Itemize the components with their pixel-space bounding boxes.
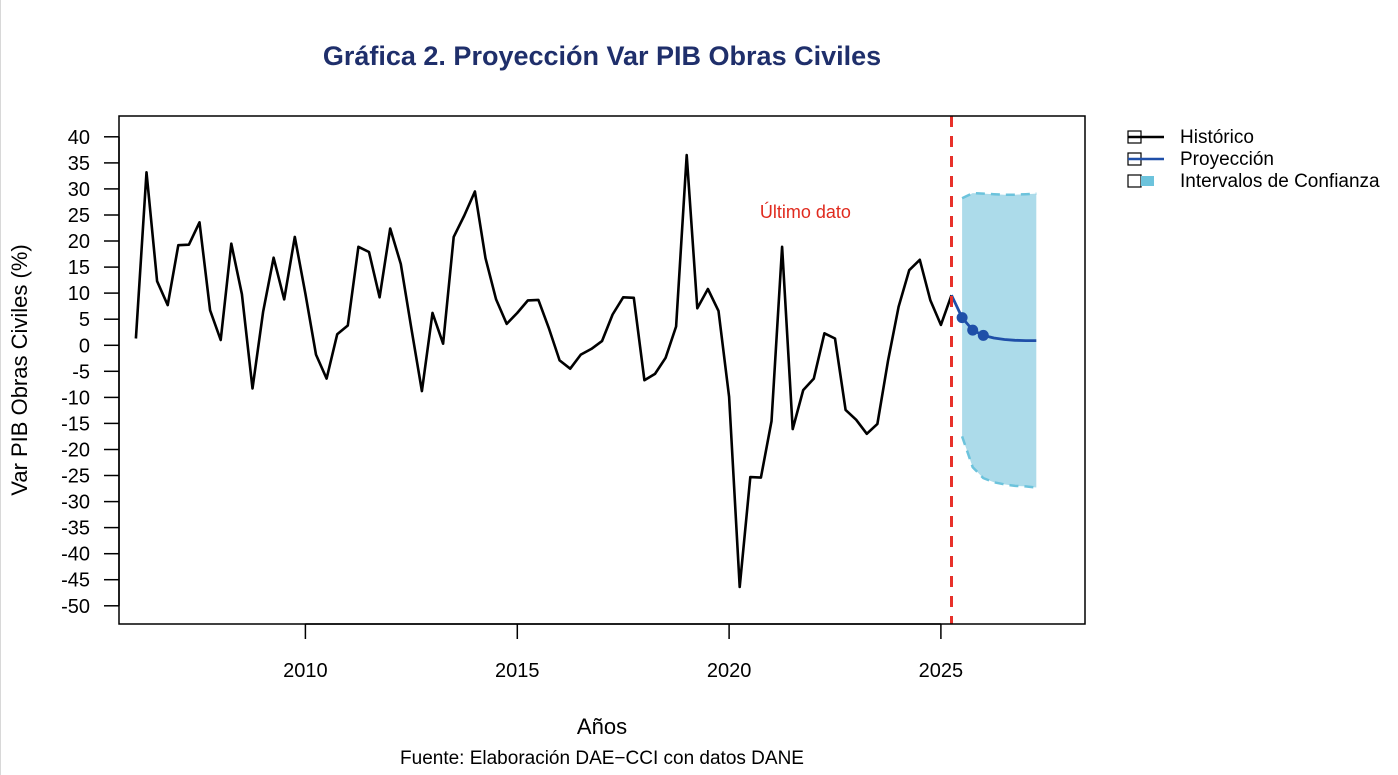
y-tick-label: -5	[72, 361, 90, 383]
x-axis-label: Años	[577, 714, 627, 739]
source-caption: Fuente: Elaboración DAE−CCI con datos DA…	[400, 748, 804, 769]
legend-entry-historic: Histórico	[1127, 127, 1254, 148]
legend-entry-confidence: Intervalos de Confianza	[1127, 171, 1380, 192]
last-data-annotation: Último dato	[760, 201, 851, 222]
confidence-lower-bound	[960, 435, 1037, 489]
confidence-upper-bound	[961, 191, 1037, 200]
y-tick-label: 25	[68, 205, 90, 227]
legend-label-historic: Histórico	[1180, 127, 1254, 148]
confidence-band-layer	[960, 191, 1037, 489]
projection-series-layer	[950, 294, 1037, 343]
y-tick-label: -15	[61, 413, 90, 435]
confidence-band	[962, 193, 1037, 488]
y-tick-label: -40	[61, 544, 90, 566]
legend-entry-projection: Proyección	[1127, 149, 1274, 170]
y-tick-label: 30	[68, 179, 90, 201]
y-axis-label: Var PIB Obras Civiles (%)	[7, 244, 32, 495]
window-edge	[0, 0, 1, 775]
y-tick-label: -25	[61, 466, 90, 488]
chart-title: Gráfica 2. Proyección Var PIB Obras Civi…	[323, 41, 881, 71]
historic-series-layer	[134, 153, 953, 589]
legend-swatch-confidence	[1141, 176, 1154, 186]
y-axis: 40 35 30 25 20 15 10 5 0 -5 -10 -15 -20 -25 -30 -35 -40 -…	[61, 127, 120, 618]
x-tick-label: 2015	[495, 660, 540, 682]
plot-area-frame	[118, 115, 1086, 625]
projection-point	[977, 329, 989, 341]
y-tick-label: 35	[68, 153, 90, 175]
projection-point	[967, 324, 979, 336]
y-tick-label: -20	[61, 440, 90, 462]
x-tick-label: 2010	[283, 660, 328, 682]
projection-point	[956, 312, 968, 324]
y-tick-label: -50	[61, 596, 90, 618]
y-tick-label: 15	[68, 257, 90, 279]
y-tick-label: 0	[79, 335, 90, 357]
legend-box-confidence	[1127, 174, 1142, 188]
y-tick-label: -35	[61, 518, 90, 540]
legend-label-confidence: Intervalos de Confianza	[1180, 171, 1380, 192]
y-tick-label: 5	[79, 309, 90, 331]
y-tick-label: -30	[61, 492, 90, 514]
x-tick-label: 2025	[919, 660, 964, 682]
y-tick-label: 40	[68, 127, 90, 149]
y-tick-label: -45	[61, 570, 90, 592]
y-tick-label: 10	[68, 283, 90, 305]
legend-label-projection: Proyección	[1180, 149, 1274, 170]
historic-line	[134, 153, 953, 589]
y-tick-label: 20	[68, 231, 90, 253]
legend: Histórico Proyección Intervalos de Confi…	[1127, 127, 1380, 192]
x-tick-label: 2020	[707, 660, 752, 682]
x-axis: 2010 2015 2020 2025	[283, 623, 964, 682]
y-tick-label: -10	[61, 387, 90, 409]
